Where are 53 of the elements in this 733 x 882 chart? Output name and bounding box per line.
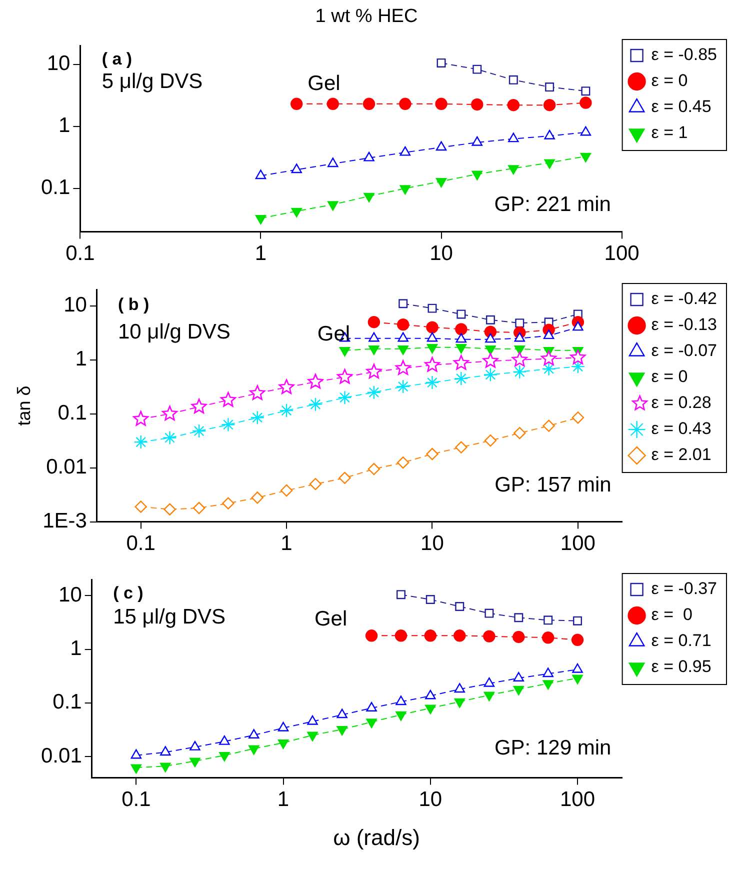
legend-label: ε = 0.28 [651,393,712,412]
annotation: Gel [314,608,348,631]
y-tick-label: 10 [46,52,70,76]
x-tick-label: 0.1 [126,532,156,556]
legend-label: ε = 0 [651,71,688,90]
x-tick-label: 10 [418,788,442,812]
y-tick-label: 10 [64,294,87,317]
y-tick-label: 1 [70,637,82,660]
annotation: GP: 157 min [494,474,612,497]
annotation: 10 μl/g DVS [118,320,230,344]
legend-label: ε = -0.07 [651,341,717,360]
y-axis-title: tan δ [14,386,34,426]
y-tick-label: 10 [58,584,82,607]
x-tick-label: 1 [254,242,267,266]
legend-label: ε = -0.85 [651,45,717,64]
y-tick-label: 1 [75,348,87,371]
annotation: 15 μl/g DVS [113,606,226,629]
legend-label: ε = -0.37 [651,579,717,598]
x-tick-label: 1 [280,532,292,556]
x-tick-label: 1 [277,788,290,812]
x-tick-label: 100 [560,788,596,812]
annotation: Gel [317,322,350,346]
legend-label: ε = 0.95 [651,657,712,676]
annotation: Gel [308,72,340,95]
legend-label: ε = 2.01 [651,445,712,464]
annotation: ( a ) [102,49,132,68]
annotation: GP: 129 min [494,736,612,760]
legend-label: ε = 0 [651,367,688,386]
y-tick-label: 0.01 [40,744,82,768]
legend-label: ε = 0.71 [651,631,712,650]
x-tick-label: 100 [604,242,640,266]
legend-label: ε = 0 [651,605,692,624]
y-tick-label: 0.1 [52,690,82,714]
x-tick-label: 0.1 [122,788,151,812]
legend-label: ε = 0.43 [651,419,712,438]
chart-title: 1 wt % HEC [314,5,419,29]
y-tick-label: 1E-3 [42,510,87,533]
x-tick-label: 10 [420,532,444,556]
x-tick-label: 100 [560,532,596,556]
annotation: ( b ) [118,294,150,314]
annotation: 5 μl/g DVS [102,70,203,93]
annotation: ( c ) [113,584,144,603]
legend-label: ε = -0.13 [651,315,717,334]
y-tick-label: 1 [58,114,70,138]
legend-label: ε = -0.42 [651,289,717,308]
x-axis-title: ω (rad/s) [332,824,421,852]
legend-label: ε = 0.45 [651,97,712,116]
legend-label: ε = 1 [651,123,688,142]
y-tick-label: 0.1 [58,402,87,425]
y-tick-label: 0.1 [40,176,70,200]
annotation: GP: 221 min [494,192,611,216]
x-tick-label: 10 [430,242,453,266]
y-tick-label: 0.01 [46,456,87,479]
